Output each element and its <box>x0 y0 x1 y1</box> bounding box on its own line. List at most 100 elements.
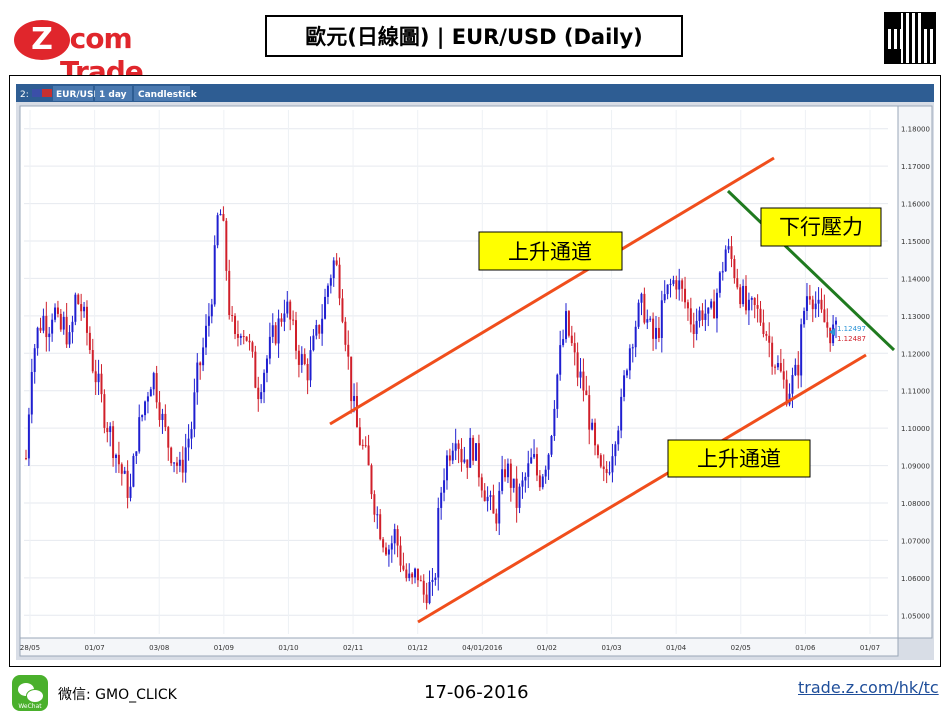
candle-body <box>376 514 379 516</box>
candle-body <box>669 283 672 285</box>
candle-body <box>750 298 753 300</box>
candle-body <box>353 396 356 402</box>
candle-body <box>187 438 190 448</box>
candle-body <box>547 454 550 470</box>
candle-body <box>640 293 643 303</box>
candle-body <box>800 324 803 376</box>
candle-body <box>631 347 634 349</box>
x-tick-label: 02/05 <box>731 644 751 652</box>
candle-body <box>25 458 27 460</box>
candle-body <box>85 306 88 333</box>
y-tick-label: 1.06000 <box>901 575 930 583</box>
chart-toolbar <box>16 84 934 102</box>
candle-body <box>257 387 260 400</box>
x-tick-label: 01/03 <box>601 644 621 652</box>
candle-body <box>759 308 762 323</box>
candle-body <box>739 287 742 305</box>
candle-body <box>646 319 649 323</box>
candle-body <box>126 470 129 498</box>
candle-body <box>303 354 306 364</box>
candle-body <box>161 413 164 421</box>
candlestick-chart[interactable]: 2: EUR/USD 1 day Candlestick 1.18000 1.17… <box>10 76 940 666</box>
candle-body <box>527 463 530 477</box>
website-link[interactable]: trade.z.com/hk/tc <box>798 678 939 697</box>
candle-body <box>443 480 446 493</box>
candle-body <box>62 316 65 330</box>
candle-body <box>277 318 280 344</box>
candle-body <box>617 430 620 445</box>
candle-body <box>730 246 733 260</box>
candle-body <box>213 245 216 305</box>
qr-code[interactable] <box>884 12 936 64</box>
chart-style-tab[interactable] <box>134 86 190 101</box>
y-tick-label: 1.17000 <box>901 163 930 171</box>
y-tick-label: 1.18000 <box>901 126 930 134</box>
lower-channel-callout <box>667 439 811 478</box>
candle-body <box>91 350 94 372</box>
candle-body <box>202 347 205 366</box>
candle-body <box>149 389 152 397</box>
candle-body <box>292 319 295 321</box>
candle-body <box>480 477 483 491</box>
candle-body <box>657 327 660 338</box>
candle-body <box>141 415 144 418</box>
candle-body <box>115 454 117 458</box>
candle-body <box>553 408 556 437</box>
candle-body <box>324 296 327 319</box>
candle-body <box>251 342 254 352</box>
candle-body <box>306 363 309 381</box>
candle-body <box>405 569 408 579</box>
candle-body <box>582 371 585 391</box>
x-tick-label: 04/01/2016 <box>462 644 503 652</box>
candle-body <box>684 288 687 303</box>
wechat-icon[interactable]: WeChat <box>12 675 48 711</box>
candle-body <box>701 310 704 320</box>
candle-body <box>83 306 86 312</box>
candle-body <box>649 318 652 320</box>
candle-body <box>718 272 721 293</box>
candle-body <box>681 280 684 289</box>
candle-body <box>704 313 707 320</box>
candle-body <box>814 303 817 310</box>
candle-body <box>805 296 808 311</box>
interval-tab[interactable] <box>95 86 132 101</box>
wechat-icon-label: WeChat <box>18 703 42 710</box>
candle-body <box>779 363 782 372</box>
candle-body <box>655 327 657 339</box>
candle-body <box>48 333 51 338</box>
candle-body <box>791 375 794 394</box>
candle-body <box>457 443 460 449</box>
candle-body <box>239 336 242 338</box>
candle-body <box>117 454 120 465</box>
candle-body <box>234 315 237 334</box>
upper-channel-callout <box>478 231 623 271</box>
candle-body <box>596 445 599 456</box>
y-tick-label: 1.13000 <box>901 313 930 321</box>
candle-body <box>146 396 149 402</box>
candle-body <box>512 478 515 488</box>
candle-body <box>562 339 565 346</box>
candle-body <box>382 539 385 548</box>
candle-body <box>483 490 486 502</box>
candle-body <box>448 455 451 461</box>
candle-body <box>205 325 207 348</box>
y-tick-label: 1.07000 <box>901 537 930 545</box>
candle-body <box>495 513 498 524</box>
candle-body <box>594 422 597 446</box>
candle-body <box>265 358 268 373</box>
candle-body <box>509 463 512 488</box>
candle-body <box>492 495 495 514</box>
candle-body <box>190 429 193 439</box>
symbol-tab[interactable] <box>53 86 93 101</box>
candle-body <box>181 459 184 473</box>
candle-body <box>170 447 173 464</box>
candle-body <box>242 336 245 338</box>
candle-body <box>97 373 100 383</box>
candle-body <box>727 246 730 250</box>
candle-body <box>463 459 466 463</box>
lower-channel-label: 上升通道 <box>697 447 781 471</box>
candle-body <box>59 313 62 330</box>
candle-body <box>797 364 800 376</box>
candle-body <box>826 322 829 328</box>
candle-body <box>219 214 222 216</box>
